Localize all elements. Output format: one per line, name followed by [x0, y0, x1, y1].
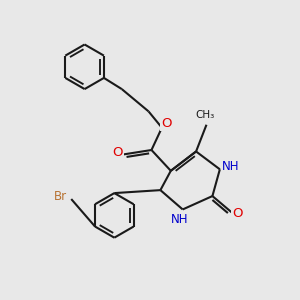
Text: O: O [112, 146, 123, 160]
Text: NH: NH [221, 160, 239, 173]
Text: CH₃: CH₃ [195, 110, 214, 120]
Text: Br: Br [54, 190, 68, 202]
Text: O: O [161, 117, 172, 130]
Text: NH: NH [171, 213, 188, 226]
Text: O: O [232, 207, 243, 220]
